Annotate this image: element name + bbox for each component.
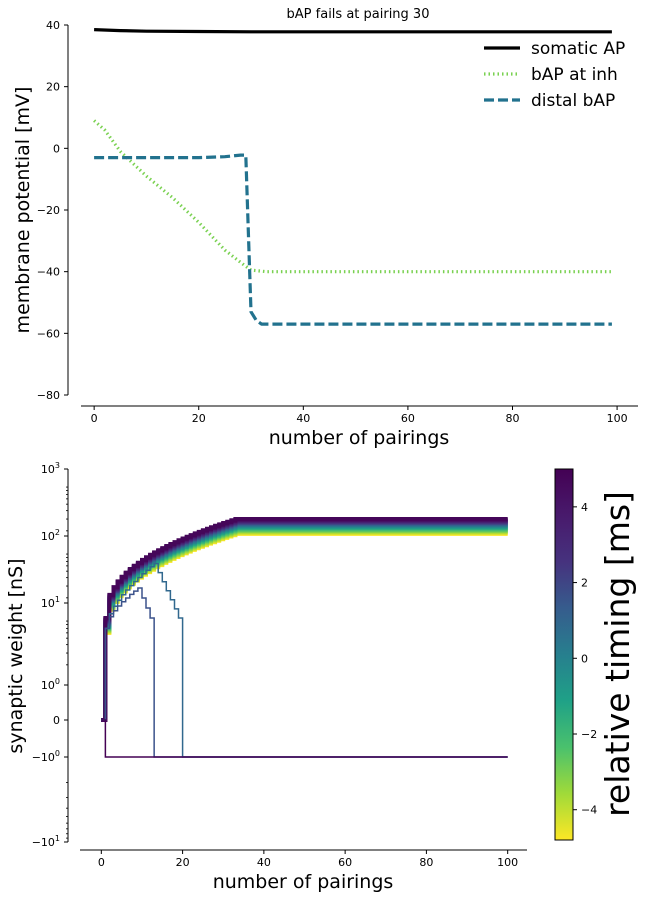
transient-trace-2 (101, 719, 508, 758)
colorbar-label: relative timing [ms] (598, 491, 637, 817)
legend-label-bap-at-inh: bAP at inh (531, 65, 618, 85)
axis-ticks: 103 102 101 100 0 −100 −101 0 20 40 60 80 100 (32, 461, 518, 869)
y-tick-label: 101 (41, 595, 60, 610)
y-tick-label: 0 (53, 714, 60, 727)
x-tick-label: 0 (98, 856, 105, 869)
y-tick-label: 0 (53, 142, 60, 155)
legend: somatic AP bAP at inh distal bAP (484, 39, 625, 111)
x-tick-label: 40 (296, 412, 310, 425)
series-line-0 (94, 28, 612, 34)
x-tick-label: 100 (497, 856, 518, 869)
x-tick-label: 60 (401, 412, 415, 425)
x-axis-label: number of pairings (213, 871, 394, 893)
transient-trace-0 (101, 562, 508, 758)
y-tick-label: −80 (37, 389, 60, 402)
y-tick-label: −60 (37, 327, 60, 340)
x-tick-label: 40 (257, 856, 271, 869)
legend-label-somatic-ap: somatic AP (531, 39, 625, 59)
x-tick-label: 20 (192, 412, 206, 425)
legend-label-distal-bap: distal bAP (531, 91, 615, 111)
x-axis-label: number of pairings (269, 427, 450, 449)
x-tick-label: 0 (91, 412, 98, 425)
colorbar-tick-label: 2 (581, 577, 588, 590)
y-tick-label: 40 (46, 19, 60, 32)
y-tick-label: −20 (37, 204, 60, 217)
x-tick-label: 100 (607, 412, 628, 425)
x-tick-label: 80 (419, 856, 433, 869)
x-tick-label: 60 (338, 856, 352, 869)
y-tick-label: −40 (37, 266, 60, 279)
potential-series (93, 28, 612, 326)
colorbar-tick-label: 4 (581, 501, 588, 514)
y-tick-label: 100 (41, 677, 60, 692)
y-axis-label: synaptic weight [nS] (5, 558, 27, 753)
colorbar-tick-label: −2 (581, 728, 597, 741)
colorbar-gradient (554, 468, 574, 841)
weight-trace-19 (101, 517, 508, 722)
axis-ticks: −80 −60 −40 −20 0 20 40 0 20 40 60 80 100 (37, 19, 628, 425)
chart-title: bAP fails at pairing 30 (287, 7, 430, 22)
y-tick-label: −100 (32, 749, 60, 764)
series-line-2 (94, 153, 612, 326)
y-tick-label: 103 (41, 461, 60, 476)
y-tick-label: 102 (41, 528, 60, 543)
y-tick-label: 20 (46, 81, 60, 94)
synaptic-weight-chart: 103 102 101 100 0 −100 −101 0 20 40 60 80 100 number… (5, 461, 527, 893)
colorbar-ticks: −4 −2 0 2 4 (573, 501, 597, 817)
colorbar-tick-label: 0 (581, 652, 588, 665)
transient-trace-1 (101, 587, 508, 758)
membrane-potential-chart: bAP fails at pairing 30 −80 −60 −40 −20 0 20 4… (12, 7, 638, 449)
x-tick-label: 20 (176, 856, 190, 869)
colorbar-tick-label: −4 (581, 804, 597, 817)
series-line-1 (93, 119, 612, 274)
colorbar: −4 −2 0 2 4 relative timing [ms] (554, 468, 637, 841)
y-axis-label: membrane potential [mV] (12, 87, 34, 334)
y-tick-label: −101 (32, 834, 60, 849)
x-tick-label: 80 (505, 412, 519, 425)
weight-series (101, 517, 508, 758)
